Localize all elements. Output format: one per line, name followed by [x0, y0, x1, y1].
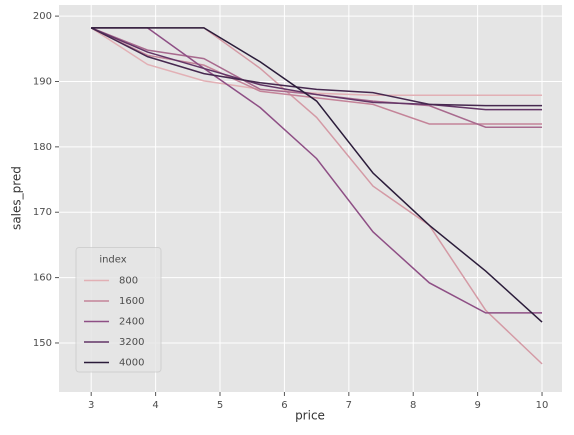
x-tick-label: 7	[346, 400, 352, 411]
y-tick-label: 190	[33, 76, 52, 87]
y-tick-label: 200	[33, 11, 52, 22]
legend-label: 4000	[119, 358, 144, 369]
y-tick-label: 180	[33, 142, 52, 153]
series-line	[90, 27, 543, 111]
x-tick-label: 9	[474, 400, 480, 411]
legend-box	[75, 247, 162, 373]
y-tick-label: 160	[33, 273, 52, 284]
legend-label: 3200	[119, 337, 144, 348]
series-line	[90, 27, 543, 96]
x-tick-label: 6	[281, 400, 287, 411]
legend-label: 1600	[119, 296, 144, 307]
x-tick-label: 3	[88, 400, 94, 411]
series-line	[91, 27, 543, 314]
y-tick-label: 150	[33, 338, 52, 349]
legend-label: 2400	[119, 317, 144, 328]
series-line	[90, 27, 543, 107]
x-tick-label: 4	[152, 400, 158, 411]
legend-title: index	[99, 255, 126, 266]
legend-label: 800	[119, 276, 138, 287]
series-line	[91, 27, 543, 323]
x-axis-label: price	[295, 409, 325, 423]
x-tick-label: 10	[536, 400, 549, 411]
y-axis-label: sales_pred	[10, 166, 24, 230]
x-tick-label: 5	[217, 400, 223, 411]
x-tick-label: 8	[410, 400, 416, 411]
series-line	[90, 27, 543, 125]
y-tick-label: 170	[33, 207, 52, 218]
